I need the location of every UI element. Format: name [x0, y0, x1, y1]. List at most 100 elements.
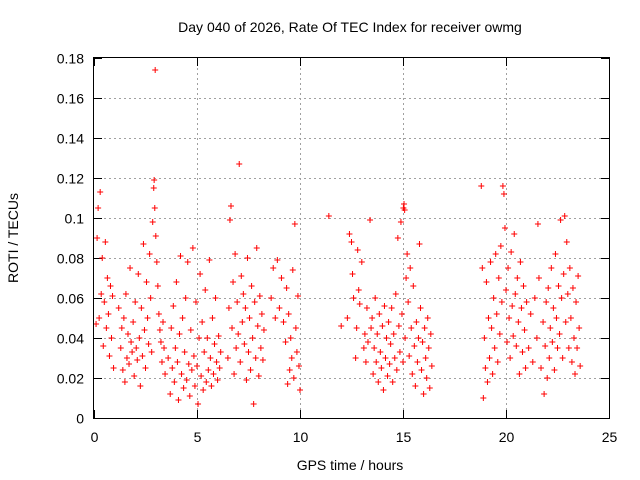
x-tick-label: 15 — [396, 429, 412, 445]
data-point — [543, 299, 550, 305]
grid — [94, 58, 609, 418]
data-point — [402, 335, 409, 341]
data-point — [483, 279, 490, 285]
data-point — [557, 217, 564, 223]
data-point — [234, 299, 241, 305]
data-point — [251, 299, 258, 305]
data-point — [405, 299, 412, 305]
data-point — [142, 365, 149, 371]
data-point — [413, 319, 420, 325]
data-point — [422, 355, 429, 361]
data-point — [148, 349, 155, 355]
data-point — [354, 247, 361, 253]
data-point — [495, 275, 502, 281]
data-point — [575, 273, 582, 279]
data-point — [503, 287, 509, 293]
data-point — [268, 295, 275, 301]
data-point — [554, 345, 561, 351]
data-point — [206, 257, 213, 263]
data-point — [360, 345, 367, 351]
data-point — [387, 341, 394, 347]
data-point — [534, 221, 541, 227]
data-point — [518, 305, 525, 311]
data-point — [123, 355, 130, 361]
data-point — [396, 349, 403, 355]
data-point — [172, 345, 179, 351]
data-point — [361, 331, 368, 337]
data-point — [162, 371, 169, 377]
data-point — [154, 283, 161, 289]
data-point — [117, 345, 124, 351]
x-tick-label: 25 — [602, 429, 618, 445]
data-point — [508, 249, 515, 255]
data-point — [282, 339, 289, 345]
data-point — [189, 245, 196, 251]
data-point — [231, 371, 238, 377]
data-point — [245, 349, 252, 355]
data-point — [540, 319, 547, 325]
data-point — [152, 67, 159, 73]
data-point — [392, 291, 399, 297]
plot-frame — [93, 57, 610, 419]
data-point — [546, 355, 553, 361]
data-point — [242, 305, 249, 311]
data-point — [130, 319, 137, 325]
data-point — [529, 359, 536, 365]
data-point — [210, 371, 217, 377]
data-point — [170, 303, 177, 309]
data-point — [150, 185, 157, 191]
x-axis: 0 5 10 15 20 25 — [91, 58, 618, 445]
data-point — [187, 327, 194, 333]
data-point — [507, 355, 514, 361]
data-point — [136, 335, 143, 341]
data-point — [517, 259, 524, 265]
data-point — [409, 371, 416, 377]
data-point — [182, 295, 189, 301]
data-point — [176, 331, 183, 337]
data-point — [285, 311, 292, 317]
data-point — [494, 359, 501, 365]
data-point — [376, 311, 383, 317]
data-point — [224, 355, 231, 361]
x-tick-label: 20 — [499, 429, 515, 445]
data-point — [122, 291, 129, 297]
data-point — [171, 379, 178, 385]
data-point — [541, 391, 548, 397]
data-point — [362, 359, 369, 365]
data-point — [237, 359, 244, 365]
data-point — [544, 375, 551, 381]
data-point — [149, 219, 156, 225]
data-point — [372, 295, 379, 301]
data-point — [160, 319, 167, 325]
data-point — [105, 311, 112, 317]
data-point — [418, 367, 425, 373]
data-point — [119, 367, 126, 373]
data-point — [325, 213, 332, 219]
data-point — [238, 273, 245, 279]
data-point — [358, 259, 365, 265]
data-point — [563, 239, 570, 245]
data-point — [168, 325, 175, 331]
data-point — [208, 383, 215, 389]
data-point — [567, 315, 574, 321]
data-point — [143, 279, 150, 285]
data-point — [115, 305, 122, 311]
data-point — [246, 315, 253, 321]
data-point — [549, 339, 556, 345]
data-point — [427, 331, 434, 337]
data-point — [227, 203, 234, 209]
data-point — [566, 265, 573, 271]
data-point — [560, 271, 567, 277]
data-point — [270, 265, 277, 271]
data-point — [109, 293, 116, 299]
data-point — [363, 305, 370, 311]
data-point — [350, 295, 357, 301]
data-point — [406, 353, 413, 359]
data-point — [254, 323, 261, 329]
data-point — [489, 371, 496, 377]
data-point — [482, 365, 489, 371]
data-point — [573, 299, 580, 305]
data-point — [156, 327, 163, 333]
data-point — [407, 265, 414, 271]
